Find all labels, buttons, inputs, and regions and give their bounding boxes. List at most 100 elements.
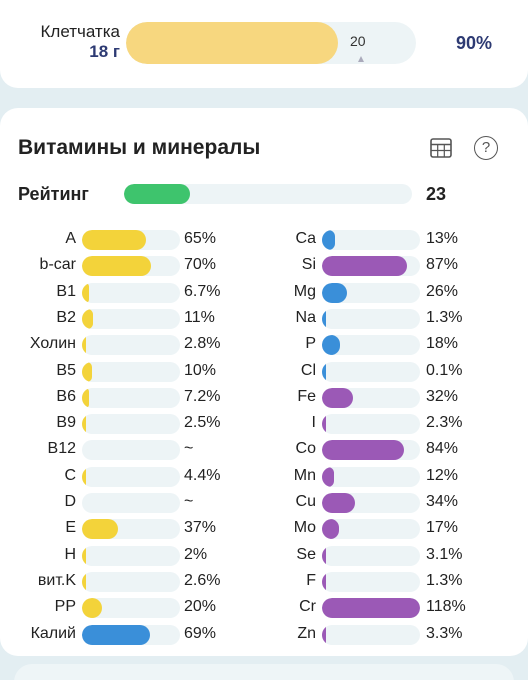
- table-icon[interactable]: [430, 138, 452, 158]
- nutrient-bar-fill: [82, 519, 119, 540]
- nutrient-percent: 65%: [184, 230, 217, 247]
- nutrient-bar: [82, 282, 180, 303]
- nutrient-row: Mg 26%: [0, 279, 528, 305]
- nutrient-name: C: [64, 466, 76, 484]
- nutrient-bar-fill: [322, 387, 354, 408]
- nutrient-name: B2: [56, 308, 76, 326]
- nutrient-bar-fill: [82, 466, 87, 487]
- nutrient-bar: [322, 624, 420, 645]
- nutrient-bar: [82, 256, 180, 277]
- nutrient-percent: 1.3%: [426, 571, 463, 589]
- nutrient-row: b-car 70%: [0, 252, 528, 278]
- nutrient-name: F: [306, 571, 316, 589]
- nutrient-bar: [322, 519, 420, 540]
- nutrient-name: H: [64, 545, 76, 563]
- nutrient-bar-fill: [82, 256, 151, 277]
- nutrient-bar-fill: [322, 624, 326, 645]
- nutrient-bar: [82, 335, 180, 356]
- nutrient-bar-fill: [322, 361, 326, 382]
- nutrient-row: Se 3.1%: [0, 542, 528, 568]
- nutrient-bar-fill: [322, 414, 326, 435]
- nutrient-row: B6 7.2%: [0, 384, 528, 410]
- nutrient-bar-fill: [82, 414, 86, 435]
- nutrient-bar: [322, 466, 420, 487]
- nutrient-percent: 20%: [184, 598, 217, 616]
- nutrient-row: B1 6.7%: [0, 279, 528, 305]
- nutrient-name: Na: [295, 308, 316, 326]
- nutrient-bar-fill: [322, 282, 348, 303]
- nutrient-bar: [82, 414, 180, 435]
- nutrient-bar: [322, 335, 420, 356]
- fiber-card: Клетчатка 18 г 20 90%: [0, 0, 528, 88]
- fiber-progress-bar: [126, 22, 416, 64]
- nutrient-bar: [82, 230, 180, 250]
- nutrient-percent: 12%: [426, 466, 459, 484]
- nutrient-percent: 32%: [426, 387, 459, 405]
- nutrient-name: Cr: [299, 598, 316, 616]
- nutrient-bar-fill: [322, 598, 420, 619]
- nutrient-bar-fill: [322, 308, 326, 329]
- section-title: Витамины и минералы: [18, 136, 261, 159]
- nutrient-name: Cu: [295, 493, 316, 510]
- nutrient-bar: [82, 598, 180, 619]
- nutrient-bar: [322, 493, 420, 513]
- nutrient-bar-fill: [82, 230, 146, 250]
- nutrient-row: Ca 13%: [0, 226, 528, 252]
- nutrient-row: Fe 32%: [0, 384, 528, 410]
- nutrient-percent: 26%: [426, 282, 459, 300]
- help-icon[interactable]: ?: [474, 136, 498, 160]
- nutrient-percent: 1.3%: [426, 308, 463, 326]
- nutrient-bar-fill: [82, 282, 89, 303]
- nutrient-row: H 2%: [0, 542, 528, 568]
- nutrient-name: Калий: [30, 624, 76, 642]
- nutrient-row: A 65%: [0, 226, 528, 252]
- nutrient-bar: [322, 571, 420, 592]
- nutrient-percent: 3.3%: [426, 624, 463, 642]
- nutrient-row: Zn 3.3%: [0, 621, 528, 647]
- nutrient-name: D: [64, 493, 76, 510]
- nutrient-row: Калий 69%: [0, 621, 528, 647]
- fiber-target: 20: [350, 33, 366, 49]
- nutrient-bar-fill: [82, 545, 86, 566]
- nutrient-bar: [82, 519, 180, 540]
- nutrient-row: Cu 34%: [0, 489, 528, 515]
- nutrient-name: B12: [47, 440, 76, 458]
- nutrient-bar-fill: [322, 519, 339, 540]
- nutrient-bar-fill: [82, 335, 86, 356]
- nutrient-name: I: [311, 414, 316, 432]
- nutrient-name: Mg: [293, 282, 316, 300]
- nutrient-bar-fill: [82, 387, 90, 408]
- nutrient-bar: [322, 282, 420, 303]
- rating-value: 23: [426, 184, 447, 204]
- nutrient-bar: [322, 361, 420, 382]
- nutrient-percent: 84%: [426, 440, 459, 458]
- nutrient-name: E: [65, 519, 76, 537]
- nutrient-name: Ca: [295, 230, 316, 247]
- nutrient-percent: ~: [184, 440, 194, 458]
- nutrient-name: Cl: [300, 361, 316, 379]
- nutrient-bar-fill: [82, 624, 150, 645]
- nutrient-row: Cl 0.1%: [0, 358, 528, 384]
- nutrient-percent: 13%: [426, 230, 459, 247]
- fiber-amount: 18 г: [89, 42, 120, 61]
- nutrient-percent: 10%: [184, 361, 217, 379]
- nutrient-percent: 2.5%: [184, 414, 221, 432]
- nutrient-row: E 37%: [0, 515, 528, 541]
- nutrient-name: B9: [56, 414, 76, 432]
- nutrient-bar: [322, 598, 420, 619]
- nutrient-bar: [322, 414, 420, 435]
- nutrient-bar-fill: [82, 598, 102, 619]
- nutrient-percent: 2%: [184, 545, 208, 563]
- nutrient-bar: [322, 387, 420, 408]
- nutrient-name: вит.K: [37, 571, 76, 589]
- nutrient-percent: 7.2%: [184, 387, 221, 405]
- nutrient-name: A: [65, 230, 76, 247]
- fiber-target-marker: [358, 56, 364, 62]
- nutrient-percent: ~: [184, 493, 194, 510]
- nutrient-row: B5 10%: [0, 358, 528, 384]
- nutrient-percent: 11%: [184, 308, 215, 326]
- nutrient-bar: [322, 256, 420, 277]
- nutrient-name: b-car: [39, 256, 76, 274]
- nutrient-name: Mo: [293, 519, 316, 537]
- nutrient-bar: [322, 308, 420, 329]
